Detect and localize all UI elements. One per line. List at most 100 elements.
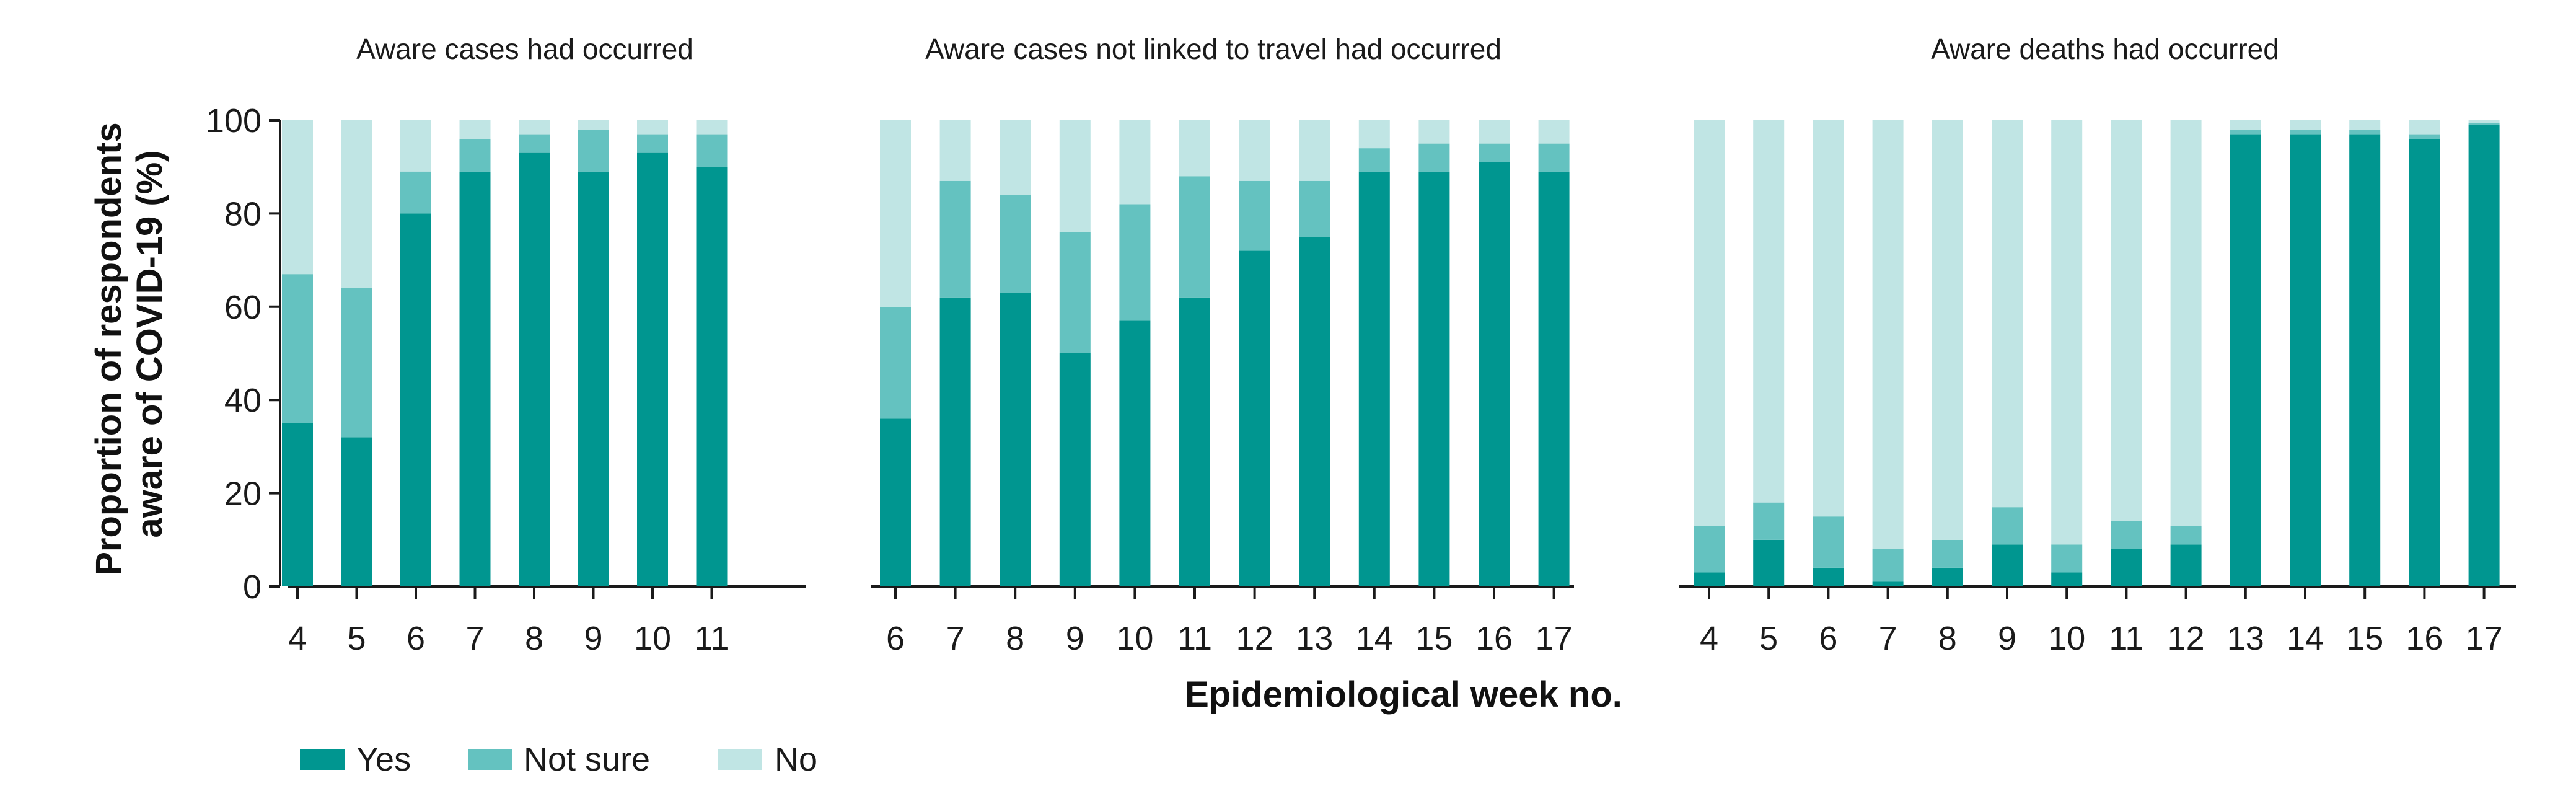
legend-item-not-sure: Not sure — [468, 741, 650, 778]
legend-label: No — [775, 741, 817, 778]
bar-segment-no — [2051, 120, 2083, 545]
chart-panels: Aware cases had occurred 4 5 6 7 8 9 10 11 Aware … — [282, 33, 2516, 657]
bar-segment-yes — [1932, 567, 1963, 586]
bar-segment-no — [2349, 120, 2381, 130]
x-tick-label: 4 — [288, 620, 307, 657]
bar-segment-not-sure — [1418, 143, 1450, 172]
bar-segment-no — [1299, 120, 1330, 181]
bar-segment-not-sure — [459, 139, 491, 172]
y-tick-label: 80 — [224, 195, 262, 232]
x-tick-label: 5 — [347, 620, 366, 657]
bar-segment-no — [1239, 120, 1270, 181]
bar-segment-no — [1813, 120, 1844, 517]
bar-segment-yes — [1479, 162, 1510, 586]
x-tick-label: 6 — [886, 620, 905, 657]
bar-segment-no — [1992, 120, 2023, 508]
bar-segment-yes — [1179, 297, 1210, 586]
panel-title: Aware cases had occurred — [356, 33, 693, 65]
bar-segment-not-sure — [1872, 549, 1904, 582]
bar-segment-not-sure — [2290, 130, 2321, 135]
bar-segment-no — [1119, 120, 1151, 205]
x-tick-label: 15 — [1415, 620, 1453, 657]
bar-segment-yes — [1538, 171, 1570, 587]
bar-segment-not-sure — [1179, 176, 1210, 298]
bar-segment-not-sure — [2051, 544, 2083, 573]
x-tick-label: 9 — [1998, 620, 2016, 657]
bar-segment-yes — [637, 152, 668, 586]
y-tick-label: 40 — [224, 382, 262, 419]
bar-segment-not-sure — [1358, 148, 1390, 172]
y-tick-label: 20 — [224, 475, 262, 513]
y-tick-label: 100 — [206, 102, 262, 139]
x-tick-label: 7 — [1879, 620, 1897, 657]
x-tick-label: 15 — [2346, 620, 2383, 657]
x-tick-label: 6 — [1819, 620, 1837, 657]
legend-label: Not sure — [524, 741, 650, 778]
bar-segment-yes — [1418, 171, 1450, 587]
x-axis-title: Epidemiological week no. — [1185, 674, 1622, 715]
x-tick-label: 7 — [465, 620, 484, 657]
bar-segment-no — [459, 120, 491, 139]
bar-segment-yes — [1358, 171, 1390, 587]
x-tick-label: 5 — [1759, 620, 1778, 657]
legend-label: Yes — [356, 741, 411, 778]
bar-segment-no — [2111, 120, 2142, 521]
bar-segment-not-sure — [1059, 232, 1091, 353]
bar-segment-no — [519, 120, 550, 135]
panel-title: Aware deaths had occurred — [1931, 33, 2279, 65]
x-tick-label: 12 — [1236, 620, 1273, 657]
bar-segment-yes — [2170, 544, 2202, 586]
legend-swatch — [718, 749, 762, 770]
bar-segment-no — [1538, 120, 1570, 144]
bar-segment-no — [1753, 120, 1785, 503]
bar-segment-no — [2290, 120, 2321, 130]
x-tick-label: 8 — [1006, 620, 1024, 657]
x-tick-label: 10 — [2048, 620, 2085, 657]
x-tick-label: 14 — [2287, 620, 2324, 657]
bar-segment-not-sure — [1694, 526, 1725, 573]
bar-segment-not-sure — [637, 134, 668, 153]
bar-segment-not-sure — [696, 134, 728, 167]
bar-segment-no — [2468, 120, 2500, 123]
bar-segment-no — [637, 120, 668, 135]
bar-segment-not-sure — [2468, 122, 2500, 125]
bar-segment-not-sure — [1932, 539, 1963, 568]
bar-segment-not-sure — [1239, 180, 1270, 251]
bar-segment-yes — [341, 437, 372, 586]
y-axis-title-line-2: aware of COVID-19 (%) — [130, 150, 170, 537]
bar-segment-no — [282, 120, 313, 275]
bar-segment-not-sure — [939, 180, 971, 298]
bar-segment-no — [1000, 120, 1031, 195]
bar-segment-not-sure — [1753, 502, 1785, 540]
bar-segment-yes — [2290, 134, 2321, 586]
bar-segment-yes — [2349, 134, 2381, 586]
bar-segment-not-sure — [2111, 521, 2142, 549]
x-tick-label: 8 — [525, 620, 543, 657]
x-tick-label: 17 — [1536, 620, 1573, 657]
bar-segment-yes — [1872, 581, 1904, 586]
x-tick-label: 9 — [1066, 620, 1084, 657]
legend-item-yes: Yes — [300, 741, 411, 778]
bar-segment-no — [578, 120, 609, 130]
bar-segment-not-sure — [519, 134, 550, 153]
bar-segment-no — [696, 120, 728, 135]
x-tick-label: 16 — [2406, 620, 2443, 657]
bar-segment-yes — [696, 167, 728, 586]
bar-segment-yes — [578, 171, 609, 587]
panel-title: Aware cases not linked to travel had occ… — [925, 33, 1501, 65]
bar-segment-yes — [1753, 539, 1785, 586]
bar-segment-yes — [2051, 572, 2083, 586]
bar-segment-not-sure — [2409, 134, 2440, 139]
legend-swatch — [468, 749, 512, 770]
bar-segment-no — [1479, 120, 1510, 144]
bar-segment-not-sure — [578, 130, 609, 172]
x-tick-label: 11 — [694, 620, 729, 657]
y-tick-label: 60 — [224, 289, 262, 326]
x-tick-label: 9 — [584, 620, 602, 657]
bar-segment-not-sure — [1538, 143, 1570, 172]
bar-segment-not-sure — [2230, 130, 2261, 135]
bar-segment-not-sure — [1992, 507, 2023, 545]
bar-segment-not-sure — [1119, 204, 1151, 321]
x-tick-label: 12 — [2168, 620, 2205, 657]
